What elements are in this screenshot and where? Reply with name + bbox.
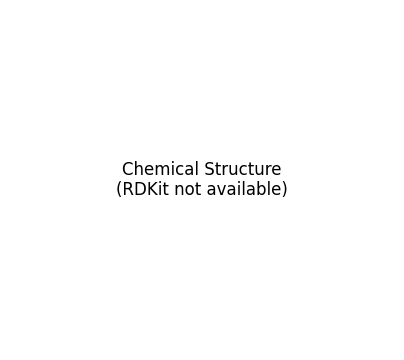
- Text: Chemical Structure
(RDKit not available): Chemical Structure (RDKit not available): [116, 161, 288, 199]
